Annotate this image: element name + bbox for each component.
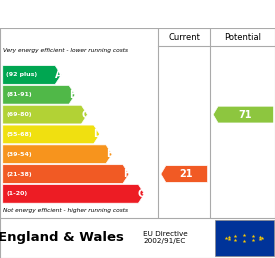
FancyBboxPatch shape <box>214 220 274 256</box>
Text: C: C <box>81 110 88 120</box>
Text: (39-54): (39-54) <box>6 152 32 157</box>
Text: Not energy efficient - higher running costs: Not energy efficient - higher running co… <box>3 208 128 213</box>
Text: D: D <box>93 130 101 139</box>
Text: Very energy efficient - lower running costs: Very energy efficient - lower running co… <box>3 48 128 53</box>
Polygon shape <box>3 184 144 203</box>
Text: B: B <box>69 90 76 100</box>
Text: Current: Current <box>168 33 200 42</box>
Text: (55-68): (55-68) <box>6 132 32 137</box>
Text: F: F <box>123 169 130 179</box>
Text: (21-38): (21-38) <box>6 172 32 176</box>
Polygon shape <box>3 165 129 183</box>
Text: A: A <box>55 70 62 80</box>
Text: England & Wales: England & Wales <box>0 231 123 244</box>
Text: (81-91): (81-91) <box>6 92 32 97</box>
Text: 21: 21 <box>179 169 192 179</box>
Text: (1-20): (1-20) <box>6 191 27 196</box>
Text: Energy Efficiency Rating: Energy Efficiency Rating <box>46 7 229 20</box>
Text: Potential: Potential <box>224 33 261 42</box>
Polygon shape <box>213 106 274 123</box>
Text: 71: 71 <box>238 110 252 120</box>
Polygon shape <box>3 66 61 84</box>
Text: E: E <box>106 149 113 159</box>
Polygon shape <box>161 166 208 182</box>
Text: (69-80): (69-80) <box>6 112 32 117</box>
Polygon shape <box>3 105 87 124</box>
Text: G: G <box>138 189 146 199</box>
Text: (92 plus): (92 plus) <box>6 72 37 77</box>
Polygon shape <box>3 125 100 144</box>
Polygon shape <box>3 85 75 104</box>
Text: EU Directive
2002/91/EC: EU Directive 2002/91/EC <box>143 231 187 244</box>
Polygon shape <box>3 145 112 164</box>
